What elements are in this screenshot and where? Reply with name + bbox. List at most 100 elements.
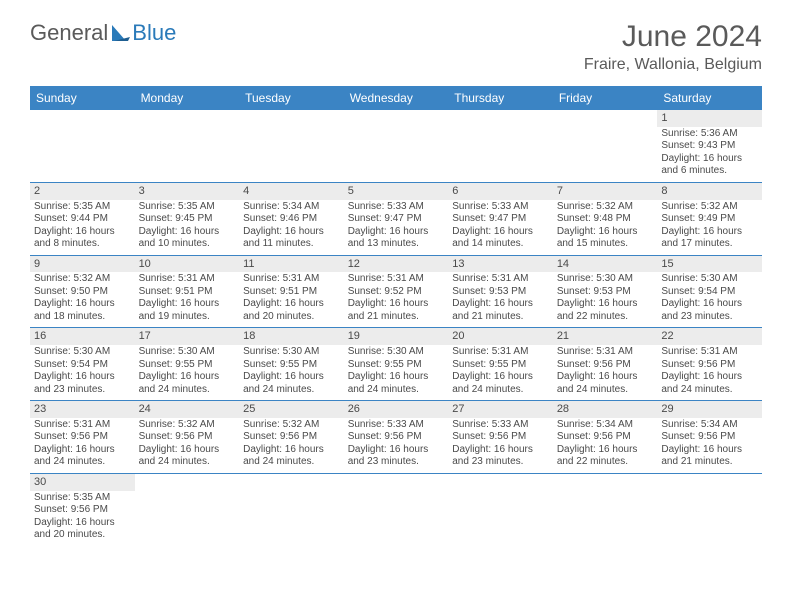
col-thursday: Thursday [448,86,553,110]
sunset-text: Sunset: 9:56 PM [34,504,131,517]
daylight-text: Daylight: 16 hours [452,298,549,311]
sunset-text: Sunset: 9:44 PM [34,213,131,226]
daylight-text: Daylight: 16 hours [348,226,445,239]
daylight-text: and 10 minutes. [139,238,236,251]
calendar-table: Sunday Monday Tuesday Wednesday Thursday… [30,86,762,546]
daylight-text: Daylight: 16 hours [661,371,758,384]
day-cell [30,110,135,182]
day-number: 30 [30,474,135,491]
day-number: 29 [657,401,762,418]
day-cell [239,110,344,182]
day-cell: 21Sunrise: 5:31 AMSunset: 9:56 PMDayligh… [553,328,658,401]
day-number: 15 [657,256,762,273]
day-cell: 29Sunrise: 5:34 AMSunset: 9:56 PMDayligh… [657,401,762,474]
daylight-text: and 21 minutes. [452,311,549,324]
day-number: 3 [135,183,240,200]
day-number: 8 [657,183,762,200]
col-friday: Friday [553,86,658,110]
day-number: 10 [135,256,240,273]
daylight-text: Daylight: 16 hours [348,444,445,457]
day-cell: 14Sunrise: 5:30 AMSunset: 9:53 PMDayligh… [553,255,658,328]
day-cell: 28Sunrise: 5:34 AMSunset: 9:56 PMDayligh… [553,401,658,474]
daylight-text: Daylight: 16 hours [243,226,340,239]
sunset-text: Sunset: 9:56 PM [557,359,654,372]
daylight-text: and 11 minutes. [243,238,340,251]
daylight-text: Daylight: 16 hours [557,226,654,239]
daylight-text: and 23 minutes. [348,456,445,469]
day-cell [553,110,658,182]
sunrise-text: Sunrise: 5:31 AM [452,273,549,286]
sunset-text: Sunset: 9:56 PM [661,431,758,444]
daylight-text: and 24 minutes. [139,456,236,469]
day-number: 11 [239,256,344,273]
sunset-text: Sunset: 9:56 PM [348,431,445,444]
day-number: 27 [448,401,553,418]
daylight-text: and 15 minutes. [557,238,654,251]
day-number: 2 [30,183,135,200]
day-number: 23 [30,401,135,418]
sunset-text: Sunset: 9:54 PM [34,359,131,372]
sunrise-text: Sunrise: 5:31 AM [452,346,549,359]
day-cell: 6Sunrise: 5:33 AMSunset: 9:47 PMDaylight… [448,182,553,255]
day-cell: 3Sunrise: 5:35 AMSunset: 9:45 PMDaylight… [135,182,240,255]
day-cell: 18Sunrise: 5:30 AMSunset: 9:55 PMDayligh… [239,328,344,401]
sunset-text: Sunset: 9:43 PM [661,140,758,153]
day-cell: 22Sunrise: 5:31 AMSunset: 9:56 PMDayligh… [657,328,762,401]
day-cell [448,473,553,545]
week-row: 1Sunrise: 5:36 AMSunset: 9:43 PMDaylight… [30,110,762,182]
day-cell: 2Sunrise: 5:35 AMSunset: 9:44 PMDaylight… [30,182,135,255]
sunrise-text: Sunrise: 5:34 AM [661,419,758,432]
daylight-text: and 24 minutes. [661,384,758,397]
week-row: 30Sunrise: 5:35 AMSunset: 9:56 PMDayligh… [30,473,762,545]
sunset-text: Sunset: 9:56 PM [243,431,340,444]
sunrise-text: Sunrise: 5:34 AM [243,201,340,214]
day-number: 19 [344,328,449,345]
sunrise-text: Sunrise: 5:36 AM [661,128,758,141]
daylight-text: and 24 minutes. [348,384,445,397]
day-cell: 12Sunrise: 5:31 AMSunset: 9:52 PMDayligh… [344,255,449,328]
sunrise-text: Sunrise: 5:35 AM [34,492,131,505]
day-number: 21 [553,328,658,345]
col-saturday: Saturday [657,86,762,110]
day-number: 14 [553,256,658,273]
day-cell [657,473,762,545]
sunrise-text: Sunrise: 5:31 AM [661,346,758,359]
day-number: 22 [657,328,762,345]
day-number: 7 [553,183,658,200]
col-sunday: Sunday [30,86,135,110]
daylight-text: Daylight: 16 hours [243,371,340,384]
sunset-text: Sunset: 9:52 PM [348,286,445,299]
sunset-text: Sunset: 9:54 PM [661,286,758,299]
sunset-text: Sunset: 9:46 PM [243,213,340,226]
day-cell [239,473,344,545]
daylight-text: and 18 minutes. [34,311,131,324]
daylight-text: Daylight: 16 hours [557,298,654,311]
daylight-text: Daylight: 16 hours [661,298,758,311]
daylight-text: and 6 minutes. [661,165,758,178]
daylight-text: Daylight: 16 hours [34,226,131,239]
sunset-text: Sunset: 9:47 PM [348,213,445,226]
day-number: 6 [448,183,553,200]
sunset-text: Sunset: 9:55 PM [348,359,445,372]
day-number: 12 [344,256,449,273]
day-cell: 30Sunrise: 5:35 AMSunset: 9:56 PMDayligh… [30,473,135,545]
day-cell: 11Sunrise: 5:31 AMSunset: 9:51 PMDayligh… [239,255,344,328]
sunset-text: Sunset: 9:45 PM [139,213,236,226]
day-cell: 23Sunrise: 5:31 AMSunset: 9:56 PMDayligh… [30,401,135,474]
sunset-text: Sunset: 9:55 PM [243,359,340,372]
sunset-text: Sunset: 9:56 PM [557,431,654,444]
daylight-text: Daylight: 16 hours [661,226,758,239]
daylight-text: Daylight: 16 hours [348,371,445,384]
day-cell: 9Sunrise: 5:32 AMSunset: 9:50 PMDaylight… [30,255,135,328]
daylight-text: Daylight: 16 hours [661,444,758,457]
daylight-text: and 22 minutes. [557,311,654,324]
daylight-text: Daylight: 16 hours [139,226,236,239]
day-number: 20 [448,328,553,345]
sunset-text: Sunset: 9:51 PM [243,286,340,299]
daylight-text: Daylight: 16 hours [243,444,340,457]
day-header-row: Sunday Monday Tuesday Wednesday Thursday… [30,86,762,110]
daylight-text: and 24 minutes. [34,456,131,469]
sunset-text: Sunset: 9:55 PM [139,359,236,372]
day-number: 16 [30,328,135,345]
daylight-text: and 23 minutes. [661,311,758,324]
